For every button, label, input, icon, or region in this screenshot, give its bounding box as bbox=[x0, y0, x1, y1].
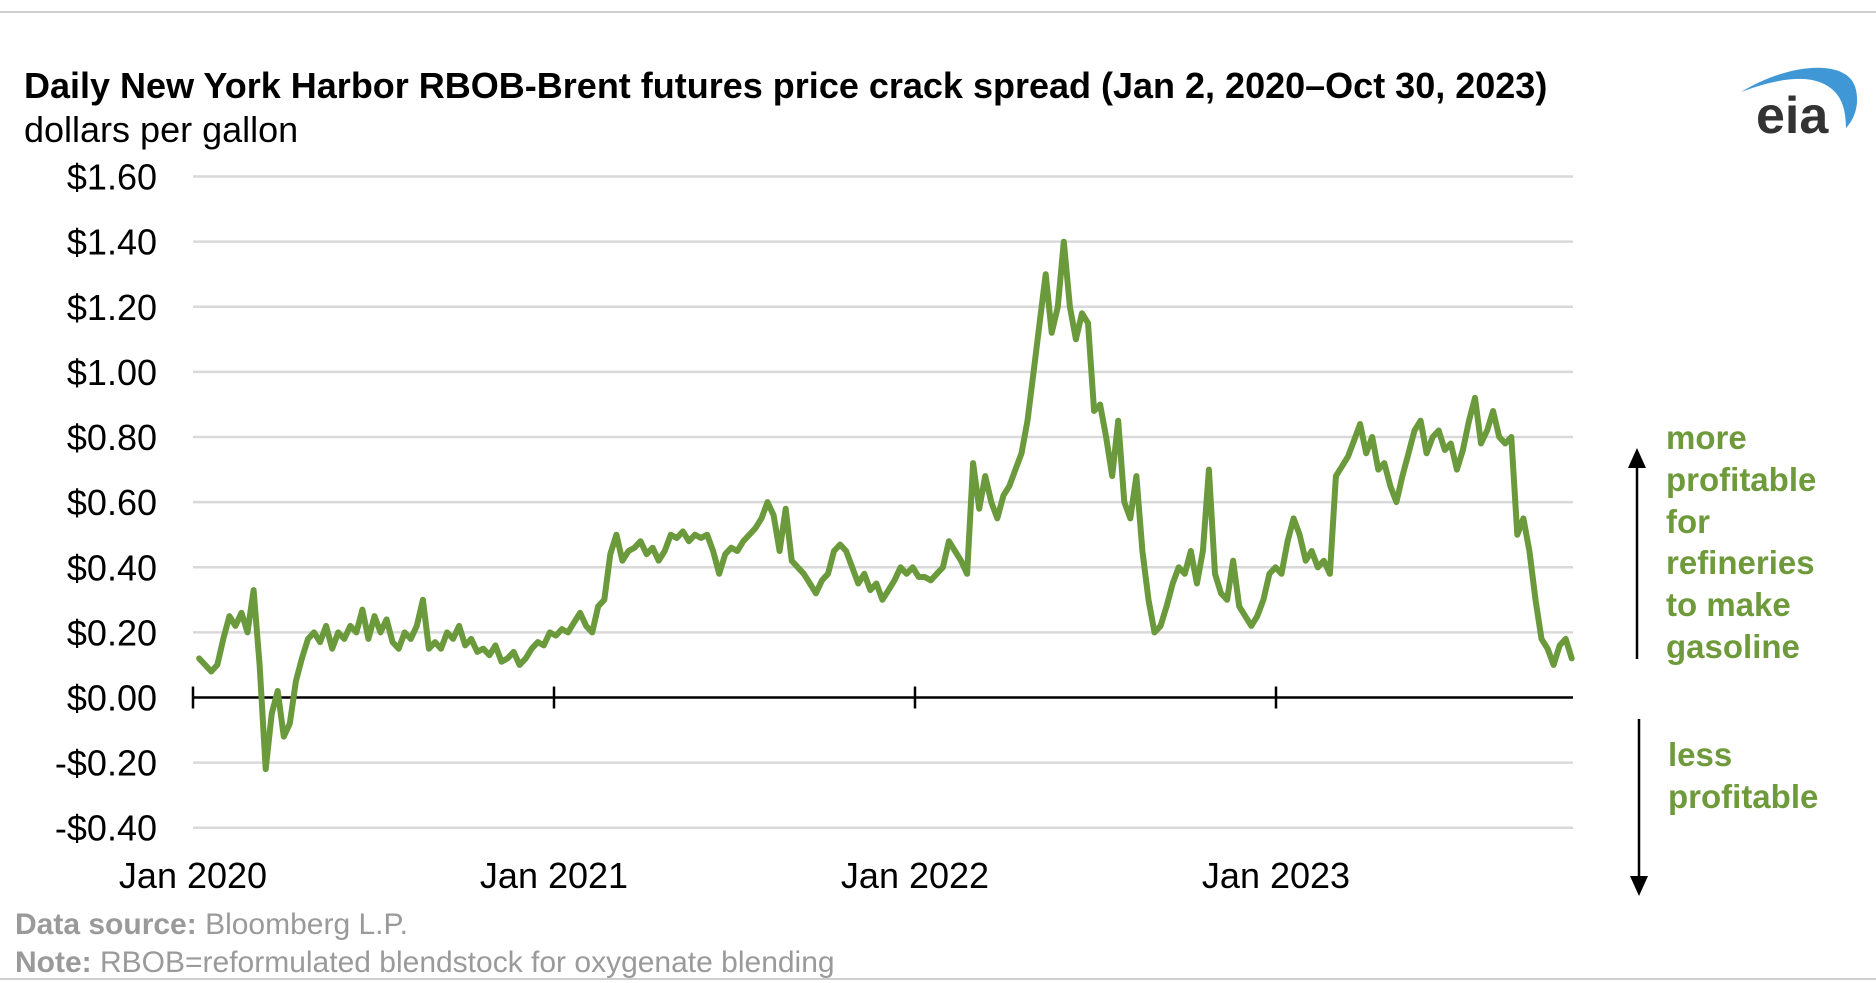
y-tick-label: $1.40 bbox=[67, 222, 157, 263]
y-tick-label: $0.80 bbox=[67, 417, 157, 458]
y-tick-label: $0.20 bbox=[67, 612, 157, 653]
down-arrow-icon bbox=[1630, 876, 1648, 896]
eia-logo: eia bbox=[1741, 67, 1858, 145]
annotation-more-profitable-5: to make bbox=[1666, 586, 1791, 623]
up-arrow-icon bbox=[1628, 448, 1646, 468]
logo-arc bbox=[1741, 67, 1858, 128]
gridlines bbox=[193, 175, 1573, 829]
annotation-more-profitable-1: more bbox=[1666, 419, 1747, 456]
x-tick-label: Jan 2021 bbox=[480, 855, 628, 896]
y-tick-label: $1.60 bbox=[67, 157, 157, 198]
data-source-value: Bloomberg L.P. bbox=[197, 908, 408, 941]
data-source: Data source: Bloomberg L.P. bbox=[15, 908, 408, 941]
annotation-more-profitable-3: for bbox=[1666, 503, 1710, 540]
series-line-crack-spread bbox=[196, 238, 1575, 773]
annotation-less-profitable-1: less bbox=[1668, 736, 1732, 773]
y-tick-label: $0.40 bbox=[67, 547, 157, 588]
x-tick-label: Jan 2022 bbox=[841, 855, 989, 896]
y-axis-ticks: $1.60 $1.40 $1.20 $1.00 $0.80 $0.60 $0.40 $0.20… bbox=[55, 157, 157, 849]
x-axis-ticks: Jan 2020 Jan 2021 Jan 2022 Jan 2023 bbox=[119, 686, 1350, 896]
logo-text: eia bbox=[1756, 87, 1829, 145]
annotation-less-profitable-2: profitable bbox=[1668, 778, 1818, 815]
x-tick-label: Jan 2020 bbox=[119, 855, 267, 896]
data-source-label: Data source: bbox=[15, 908, 197, 941]
y-axis-unit-label: dollars per gallon bbox=[24, 109, 298, 150]
profitability-annotation: more profitable for refineries to make g… bbox=[1628, 419, 1818, 896]
note: Note: RBOB=reformulated blendstock for o… bbox=[15, 946, 835, 979]
annotation-more-profitable-4: refineries bbox=[1666, 544, 1815, 581]
series-points bbox=[199, 241, 1572, 770]
x-tick-label: Jan 2023 bbox=[1202, 855, 1350, 896]
y-tick-label: $1.20 bbox=[67, 287, 157, 328]
y-tick-label: $0.00 bbox=[67, 678, 157, 719]
y-tick-label: $1.00 bbox=[67, 352, 157, 393]
y-tick-label: $0.60 bbox=[67, 482, 157, 523]
annotation-more-profitable-6: gasoline bbox=[1666, 628, 1800, 665]
y-tick-label: -$0.40 bbox=[55, 808, 157, 849]
note-label: Note: bbox=[15, 946, 92, 979]
note-value: RBOB=reformulated blendstock for oxygena… bbox=[92, 946, 835, 979]
annotation-more-profitable-2: profitable bbox=[1666, 461, 1816, 498]
y-tick-label: -$0.20 bbox=[55, 743, 157, 784]
chart-title: Daily New York Harbor RBOB-Brent futures… bbox=[24, 65, 1547, 106]
